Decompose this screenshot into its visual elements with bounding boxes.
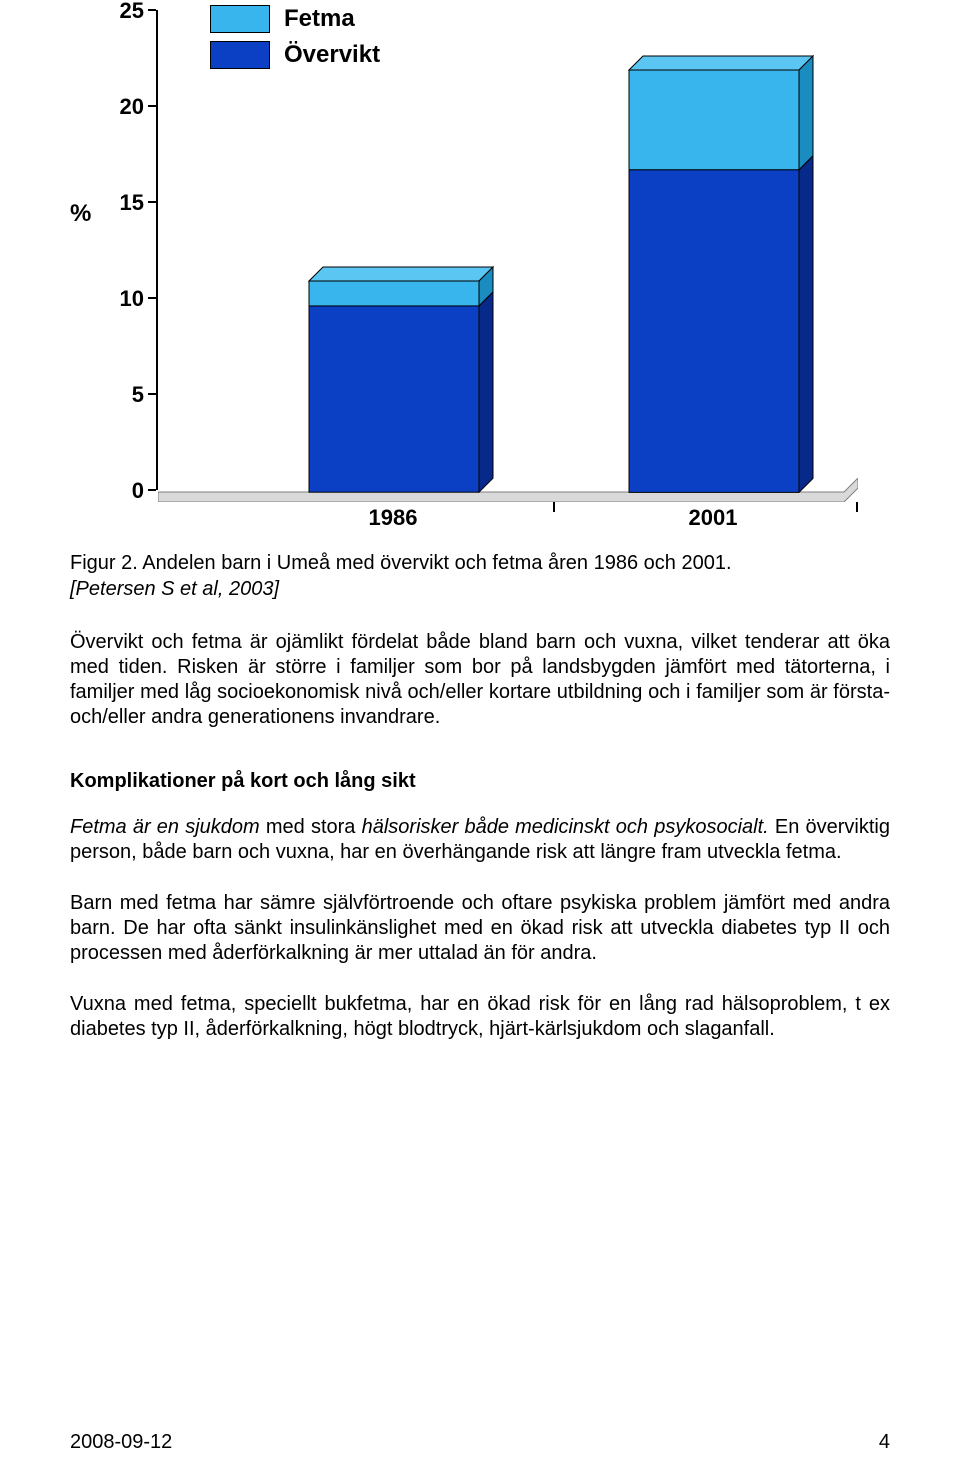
- footer-date: 2008-09-12: [70, 1431, 172, 1454]
- x-tick-mark: [856, 502, 858, 512]
- para2-mid: med stora: [260, 816, 362, 838]
- para2-italic-2: hälsorisker både medicinskt och psykosoc…: [362, 816, 769, 838]
- x-category-label: 1986: [313, 505, 473, 531]
- x-category-label: 2001: [633, 505, 793, 531]
- y-axis-line: [156, 10, 158, 490]
- y-tick-mark: [148, 393, 156, 395]
- chart-bar: [308, 266, 494, 493]
- y-tick-label: 25: [110, 0, 144, 24]
- y-tick-mark: [148, 105, 156, 107]
- y-tick-label: 5: [110, 382, 144, 408]
- y-tick-label: 10: [110, 286, 144, 312]
- caption-text: Figur 2. Andelen barn i Umeå med övervik…: [70, 552, 732, 574]
- y-axis-title: %: [70, 200, 91, 228]
- legend-item: Fetma: [210, 5, 380, 33]
- paragraph-1: Övervikt och fetma är ojämlikt fördelat …: [70, 630, 890, 730]
- chart-bar: [628, 55, 814, 493]
- y-tick-label: 20: [110, 94, 144, 120]
- figure-caption: Figur 2. Andelen barn i Umeå med övervik…: [70, 550, 890, 602]
- footer-page-number: 4: [879, 1431, 890, 1454]
- chart-legend: Fetma Övervikt: [210, 5, 380, 77]
- legend-swatch: [210, 41, 270, 69]
- y-tick-mark: [148, 9, 156, 11]
- legend-swatch: [210, 5, 270, 33]
- paragraph-2: Fetma är en sjukdom med stora hälsoriske…: [70, 815, 890, 865]
- legend-label: Fetma: [284, 5, 355, 33]
- legend-item: Övervikt: [210, 41, 380, 69]
- y-tick-label: 0: [110, 478, 144, 504]
- y-tick-mark: [148, 201, 156, 203]
- y-tick-mark: [148, 489, 156, 491]
- para2-italic-1: Fetma är en sjukdom: [70, 816, 260, 838]
- caption-citation: [Petersen S et al, 2003]: [70, 578, 279, 600]
- paragraph-3: Barn med fetma har sämre självförtroende…: [70, 891, 890, 966]
- paragraph-4: Vuxna med fetma, speciellt bukfetma, har…: [70, 992, 890, 1042]
- y-tick-mark: [148, 297, 156, 299]
- chart-region: % 0510152025 19862001 FetmaÖvervikt: [70, 0, 890, 520]
- legend-label: Övervikt: [284, 41, 380, 69]
- page-footer: 2008-09-12 4: [70, 1431, 890, 1454]
- y-tick-label: 15: [110, 190, 144, 216]
- x-tick-mark: [553, 502, 555, 512]
- section-heading: Komplikationer på kort och lång sikt: [70, 770, 890, 793]
